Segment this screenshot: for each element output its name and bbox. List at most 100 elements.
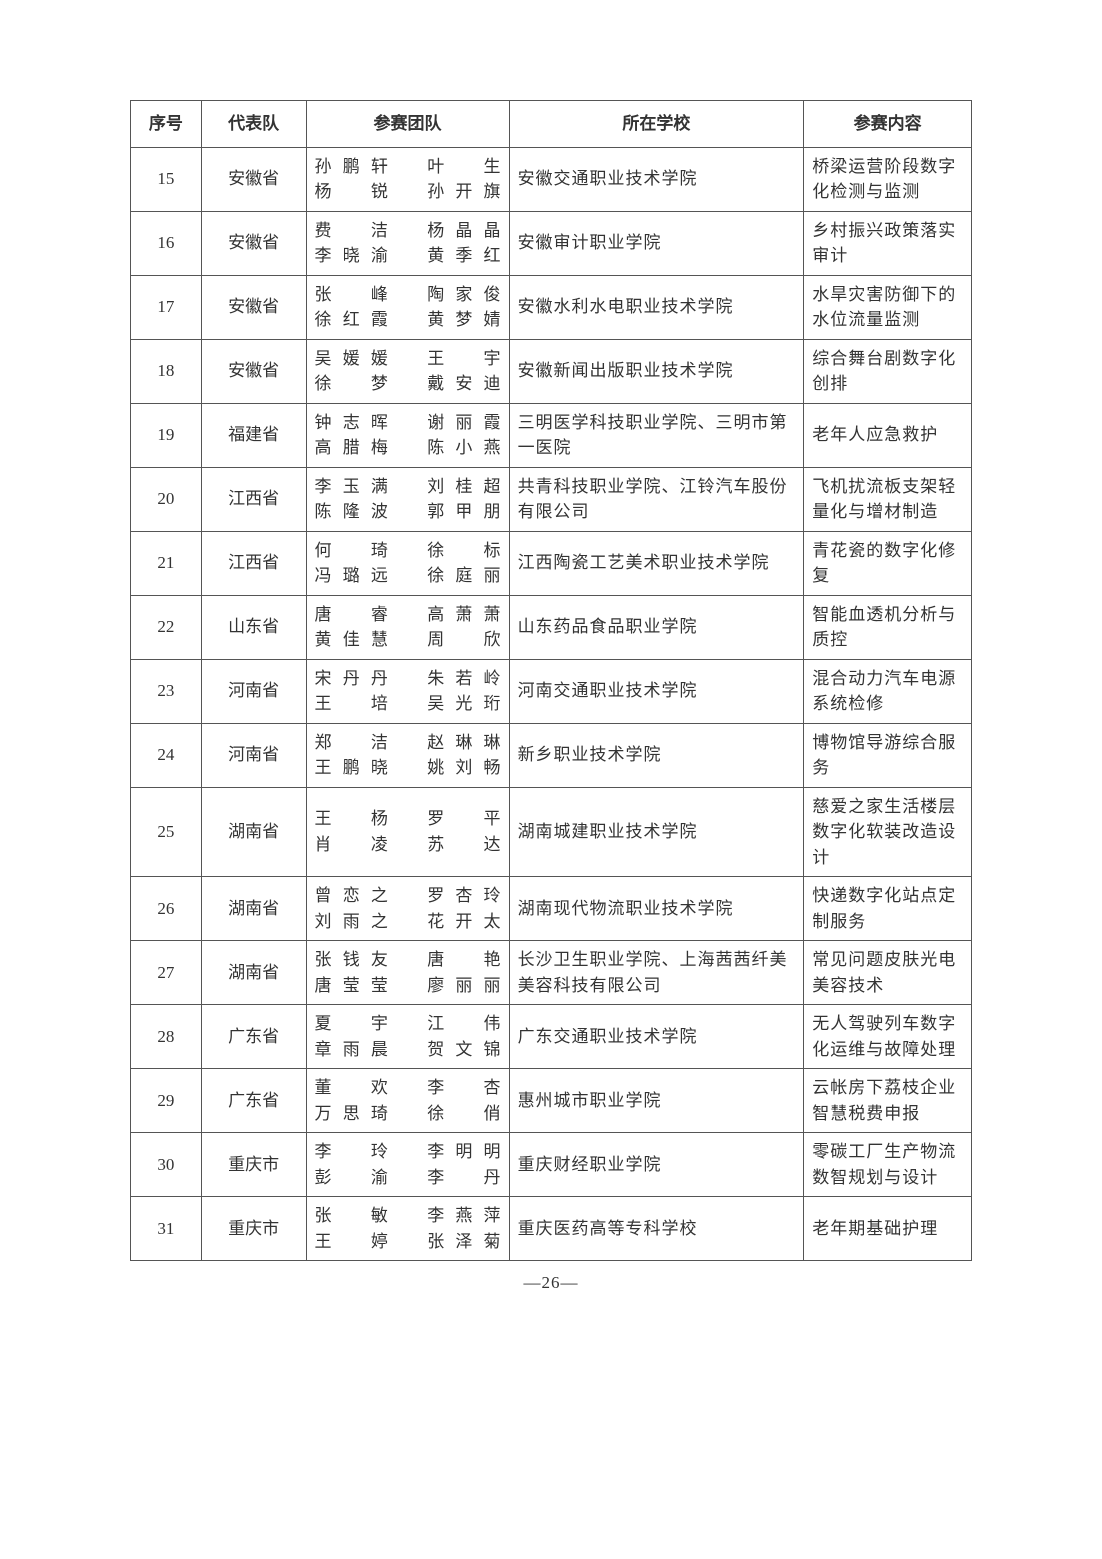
cell-province: 湖南省 <box>201 787 306 877</box>
cell-province: 江西省 <box>201 531 306 595</box>
table-row: 31重庆市张 敏 李燕萍 王 婷 张泽菊重庆医药高等专科学校老年期基础护理 <box>131 1197 972 1261</box>
table-row: 23河南省宋丹丹 朱若岭 王 培 吴光珩河南交通职业技术学院混合动力汽车电源系统… <box>131 659 972 723</box>
cell-seq: 20 <box>131 467 202 531</box>
cell-school: 长沙卫生职业学院、上海茜茜纤美美容科技有限公司 <box>509 941 804 1005</box>
cell-seq: 28 <box>131 1005 202 1069</box>
cell-seq: 29 <box>131 1069 202 1133</box>
cell-school: 重庆医药高等专科学校 <box>509 1197 804 1261</box>
cell-content: 云帐房下荔枝企业智慧税费申报 <box>804 1069 972 1133</box>
cell-province: 河南省 <box>201 659 306 723</box>
cell-seq: 27 <box>131 941 202 1005</box>
cell-province: 湖南省 <box>201 877 306 941</box>
cell-team: 何 琦 徐 标 冯璐远 徐庭丽 <box>306 531 509 595</box>
cell-seq: 24 <box>131 723 202 787</box>
cell-school: 河南交通职业技术学院 <box>509 659 804 723</box>
table-row: 22山东省唐 睿 高萧萧 黄佳慧 周 欣山东药品食品职业学院智能血透机分析与质控 <box>131 595 972 659</box>
cell-school: 重庆财经职业学院 <box>509 1133 804 1197</box>
table-row: 30重庆市李 玲 李明明 彭 渝 李 丹重庆财经职业学院零碳工厂生产物流数智规划… <box>131 1133 972 1197</box>
table-header-row: 序号 代表队 参赛团队 所在学校 参赛内容 <box>131 101 972 148</box>
table-row: 24河南省郑 洁 赵琳琳 王鹏晓 姚刘畅新乡职业技术学院博物馆导游综合服务 <box>131 723 972 787</box>
cell-province: 江西省 <box>201 467 306 531</box>
table-row: 18安徽省吴媛媛 王 宇 徐 梦 戴安迪安徽新闻出版职业技术学院综合舞台剧数字化… <box>131 339 972 403</box>
cell-seq: 15 <box>131 147 202 211</box>
cell-team: 宋丹丹 朱若岭 王 培 吴光珩 <box>306 659 509 723</box>
cell-school: 惠州城市职业学院 <box>509 1069 804 1133</box>
cell-province: 广东省 <box>201 1005 306 1069</box>
cell-content: 飞机扰流板支架轻量化与增材制造 <box>804 467 972 531</box>
cell-province: 安徽省 <box>201 211 306 275</box>
cell-content: 老年期基础护理 <box>804 1197 972 1261</box>
header-province: 代表队 <box>201 101 306 148</box>
cell-team: 李 玲 李明明 彭 渝 李 丹 <box>306 1133 509 1197</box>
table-row: 17安徽省张 峰 陶家俊 徐红霞 黄梦婧安徽水利水电职业技术学院水旱灾害防御下的… <box>131 275 972 339</box>
table-row: 29广东省董 欢 李 杏 万思琦 徐 俏惠州城市职业学院云帐房下荔枝企业智慧税费… <box>131 1069 972 1133</box>
cell-province: 安徽省 <box>201 147 306 211</box>
cell-province: 重庆市 <box>201 1197 306 1261</box>
table-row: 25湖南省王 杨 罗 平 肖 凌 苏 达湖南城建职业技术学院慈爱之家生活楼层数字… <box>131 787 972 877</box>
cell-school: 广东交通职业技术学院 <box>509 1005 804 1069</box>
cell-seq: 21 <box>131 531 202 595</box>
table-row: 27湖南省张钱友 唐 艳 唐莹莹 廖丽丽长沙卫生职业学院、上海茜茜纤美美容科技有… <box>131 941 972 1005</box>
cell-school: 安徽审计职业学院 <box>509 211 804 275</box>
cell-province: 河南省 <box>201 723 306 787</box>
cell-team: 董 欢 李 杏 万思琦 徐 俏 <box>306 1069 509 1133</box>
cell-team: 李玉满 刘桂超 陈隆波 郭甲朋 <box>306 467 509 531</box>
header-seq: 序号 <box>131 101 202 148</box>
cell-content: 智能血透机分析与质控 <box>804 595 972 659</box>
cell-province: 安徽省 <box>201 275 306 339</box>
table-row: 28广东省夏 宇 江 伟 章雨晨 贺文锦广东交通职业技术学院无人驾驶列车数字化运… <box>131 1005 972 1069</box>
cell-school: 安徽水利水电职业技术学院 <box>509 275 804 339</box>
cell-province: 湖南省 <box>201 941 306 1005</box>
cell-content: 混合动力汽车电源系统检修 <box>804 659 972 723</box>
cell-seq: 19 <box>131 403 202 467</box>
header-team: 参赛团队 <box>306 101 509 148</box>
cell-seq: 17 <box>131 275 202 339</box>
cell-team: 费 洁 杨晶晶 李晓渝 黄季红 <box>306 211 509 275</box>
table-row: 26湖南省曾恋之 罗杏玲 刘雨之 花开太湖南现代物流职业技术学院快递数字化站点定… <box>131 877 972 941</box>
cell-content: 乡村振兴政策落实审计 <box>804 211 972 275</box>
cell-school: 新乡职业技术学院 <box>509 723 804 787</box>
table-row: 19福建省钟志晖 谢丽霞 高腊梅 陈小燕三明医学科技职业学院、三明市第一医院老年… <box>131 403 972 467</box>
cell-seq: 16 <box>131 211 202 275</box>
cell-team: 曾恋之 罗杏玲 刘雨之 花开太 <box>306 877 509 941</box>
cell-school: 山东药品食品职业学院 <box>509 595 804 659</box>
cell-seq: 26 <box>131 877 202 941</box>
cell-content: 慈爱之家生活楼层数字化软装改造设计 <box>804 787 972 877</box>
cell-team: 张 峰 陶家俊 徐红霞 黄梦婧 <box>306 275 509 339</box>
cell-school: 湖南现代物流职业技术学院 <box>509 877 804 941</box>
table-row: 21江西省何 琦 徐 标 冯璐远 徐庭丽江西陶瓷工艺美术职业技术学院青花瓷的数字… <box>131 531 972 595</box>
cell-team: 钟志晖 谢丽霞 高腊梅 陈小燕 <box>306 403 509 467</box>
cell-content: 常见问题皮肤光电美容技术 <box>804 941 972 1005</box>
cell-content: 博物馆导游综合服务 <box>804 723 972 787</box>
cell-province: 福建省 <box>201 403 306 467</box>
cell-seq: 31 <box>131 1197 202 1261</box>
cell-content: 水旱灾害防御下的水位流量监测 <box>804 275 972 339</box>
cell-team: 吴媛媛 王 宇 徐 梦 戴安迪 <box>306 339 509 403</box>
cell-content: 无人驾驶列车数字化运维与故障处理 <box>804 1005 972 1069</box>
table-row: 16安徽省费 洁 杨晶晶 李晓渝 黄季红安徽审计职业学院乡村振兴政策落实审计 <box>131 211 972 275</box>
cell-province: 安徽省 <box>201 339 306 403</box>
cell-content: 桥梁运营阶段数字化检测与监测 <box>804 147 972 211</box>
header-content: 参赛内容 <box>804 101 972 148</box>
cell-team: 张钱友 唐 艳 唐莹莹 廖丽丽 <box>306 941 509 1005</box>
cell-school: 江西陶瓷工艺美术职业技术学院 <box>509 531 804 595</box>
cell-school: 三明医学科技职业学院、三明市第一医院 <box>509 403 804 467</box>
cell-province: 重庆市 <box>201 1133 306 1197</box>
cell-content: 综合舞台剧数字化创排 <box>804 339 972 403</box>
cell-content: 老年人应急救护 <box>804 403 972 467</box>
cell-seq: 30 <box>131 1133 202 1197</box>
cell-school: 共青科技职业学院、江铃汽车股份有限公司 <box>509 467 804 531</box>
table-row: 20江西省李玉满 刘桂超 陈隆波 郭甲朋共青科技职业学院、江铃汽车股份有限公司飞… <box>131 467 972 531</box>
table-row: 15安徽省孙鹏轩 叶 生 杨 锐 孙开旗安徽交通职业技术学院桥梁运营阶段数字化检… <box>131 147 972 211</box>
cell-content: 零碳工厂生产物流数智规划与设计 <box>804 1133 972 1197</box>
cell-province: 山东省 <box>201 595 306 659</box>
cell-team: 张 敏 李燕萍 王 婷 张泽菊 <box>306 1197 509 1261</box>
cell-team: 王 杨 罗 平 肖 凌 苏 达 <box>306 787 509 877</box>
cell-team: 孙鹏轩 叶 生 杨 锐 孙开旗 <box>306 147 509 211</box>
cell-seq: 23 <box>131 659 202 723</box>
cell-team: 唐 睿 高萧萧 黄佳慧 周 欣 <box>306 595 509 659</box>
cell-seq: 22 <box>131 595 202 659</box>
cell-team: 夏 宇 江 伟 章雨晨 贺文锦 <box>306 1005 509 1069</box>
cell-content: 快递数字化站点定制服务 <box>804 877 972 941</box>
cell-school: 安徽交通职业技术学院 <box>509 147 804 211</box>
